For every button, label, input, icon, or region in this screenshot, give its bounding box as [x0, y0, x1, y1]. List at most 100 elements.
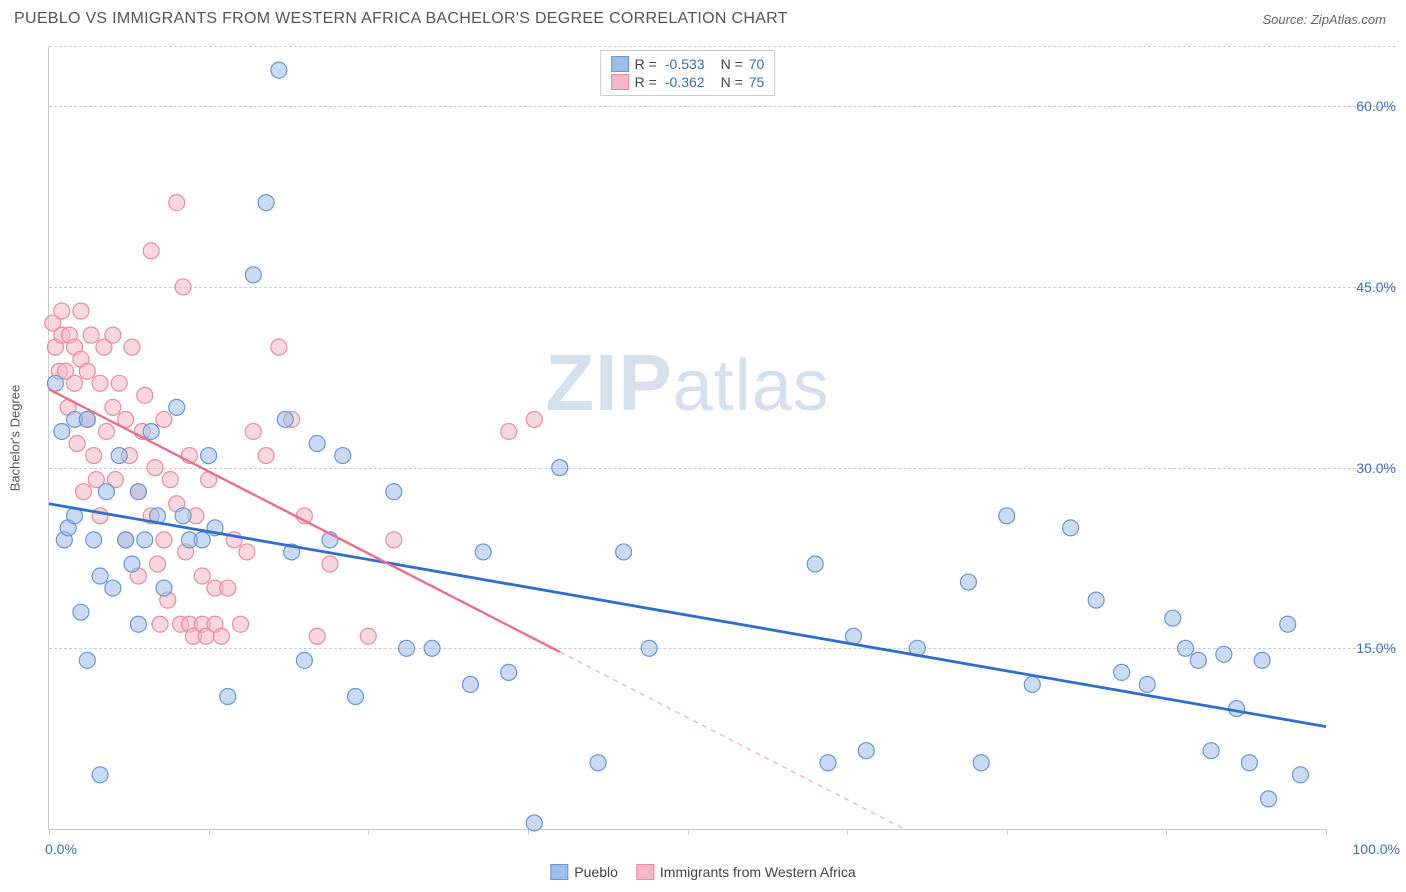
r-label: R = — [635, 74, 657, 90]
data-point — [399, 640, 415, 656]
data-point — [169, 195, 185, 211]
data-point — [475, 544, 491, 560]
data-point — [1203, 743, 1219, 759]
data-point — [1292, 767, 1308, 783]
y-axis-label: Bachelor's Degree — [8, 384, 23, 491]
data-point — [1261, 791, 1277, 807]
data-point — [92, 375, 108, 391]
x-tick — [688, 829, 689, 835]
data-point — [245, 267, 261, 283]
y-tick-label: 15.0% — [1334, 640, 1396, 656]
data-point — [92, 508, 108, 524]
data-point — [75, 484, 91, 500]
data-point — [239, 544, 255, 560]
n-value-pueblo: 70 — [749, 56, 765, 72]
legend-swatch-immigrants — [611, 74, 629, 90]
data-point — [143, 423, 159, 439]
y-tick-label: 30.0% — [1334, 460, 1396, 476]
data-point — [807, 556, 823, 572]
data-point — [105, 327, 121, 343]
data-point — [271, 62, 287, 78]
data-point — [156, 411, 172, 427]
legend-item-pueblo: Pueblo — [550, 864, 618, 880]
y-tick-label: 60.0% — [1334, 98, 1396, 114]
data-point — [641, 640, 657, 656]
source-name: ZipAtlas.com — [1311, 12, 1386, 27]
data-point — [220, 580, 236, 596]
legend-row-immigrants: R = -0.362 N = 75 — [611, 73, 765, 91]
data-point — [1178, 640, 1194, 656]
legend-label-pueblo: Pueblo — [574, 864, 618, 880]
trend-line — [49, 504, 1326, 727]
legend-swatch-pueblo — [611, 56, 629, 72]
data-point — [277, 411, 293, 427]
data-point — [124, 339, 140, 355]
source-label: Source: ZipAtlas.com — [1262, 12, 1386, 27]
n-label: N = — [721, 56, 743, 72]
data-point — [86, 532, 102, 548]
data-point — [73, 303, 89, 319]
x-tick — [368, 829, 369, 835]
data-point — [501, 664, 517, 680]
data-point — [124, 556, 140, 572]
legend-row-pueblo: R = -0.533 N = 70 — [611, 55, 765, 73]
data-point — [386, 484, 402, 500]
data-point — [1229, 701, 1245, 717]
r-label: R = — [635, 56, 657, 72]
data-point — [552, 460, 568, 476]
chart-title: PUEBLO VS IMMIGRANTS FROM WESTERN AFRICA… — [14, 10, 788, 28]
x-tick — [1007, 829, 1008, 835]
data-point — [220, 688, 236, 704]
data-point — [347, 688, 363, 704]
legend-swatch-pueblo — [550, 864, 568, 880]
data-point — [143, 243, 159, 259]
data-point — [335, 448, 351, 464]
data-point — [271, 339, 287, 355]
data-point — [462, 676, 478, 692]
data-point — [137, 532, 153, 548]
data-point — [233, 616, 249, 632]
legend-item-immigrants: Immigrants from Western Africa — [636, 864, 856, 880]
data-point — [111, 375, 127, 391]
x-tick — [49, 829, 50, 835]
data-point — [130, 616, 146, 632]
data-point — [616, 544, 632, 560]
data-point — [79, 652, 95, 668]
legend-label-immigrants: Immigrants from Western Africa — [660, 864, 856, 880]
data-point — [92, 568, 108, 584]
data-point — [526, 815, 542, 831]
data-point — [147, 460, 163, 476]
x-tick — [209, 829, 210, 835]
data-point — [92, 767, 108, 783]
y-tick-label: 45.0% — [1334, 279, 1396, 295]
correlation-legend: R = -0.533 N = 70 R = -0.362 N = 75 — [600, 50, 776, 96]
data-point — [162, 472, 178, 488]
data-point — [1190, 652, 1206, 668]
data-point — [1165, 610, 1181, 626]
r-value-immigrants: -0.362 — [665, 74, 705, 90]
data-point — [67, 375, 83, 391]
x-axis-max-label: 100.0% — [1330, 841, 1400, 857]
data-point — [69, 436, 85, 452]
data-point — [1139, 676, 1155, 692]
x-tick — [1326, 829, 1327, 835]
data-point — [526, 411, 542, 427]
data-point — [213, 628, 229, 644]
data-point — [309, 436, 325, 452]
data-point — [960, 574, 976, 590]
data-point — [858, 743, 874, 759]
data-point — [98, 484, 114, 500]
data-point — [175, 508, 191, 524]
data-point — [258, 195, 274, 211]
x-tick — [528, 829, 529, 835]
data-point — [590, 755, 606, 771]
data-point — [1216, 646, 1232, 662]
data-point — [386, 532, 402, 548]
data-point — [175, 279, 191, 295]
r-value-pueblo: -0.533 — [665, 56, 705, 72]
data-point — [156, 532, 172, 548]
data-point — [245, 423, 261, 439]
data-point — [86, 448, 102, 464]
data-point — [137, 387, 153, 403]
x-tick — [847, 829, 848, 835]
